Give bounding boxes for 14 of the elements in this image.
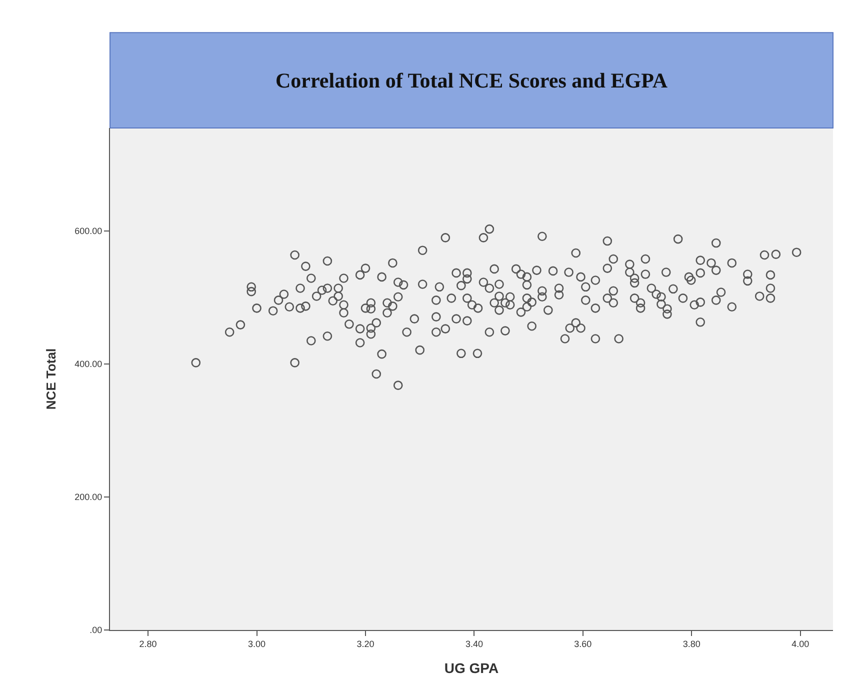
y-axis-title: NCE Total: [44, 348, 59, 410]
y-tick-label: 400.00: [74, 359, 102, 370]
y-tick-label: .00: [90, 625, 102, 636]
x-tick-label: 3.60: [574, 638, 592, 649]
x-tick-label: 3.20: [356, 638, 374, 649]
y-tick-label: 600.00: [74, 226, 102, 236]
x-tick-label: 3.40: [465, 638, 483, 649]
chart-title: Correlation of Total NCE Scores and EGPA: [275, 68, 668, 92]
x-tick-label: 3.00: [248, 638, 266, 649]
x-tick-label: 3.80: [682, 638, 700, 649]
y-tick-label: 200.00: [74, 492, 102, 502]
x-axis-title: UG GPA: [444, 660, 499, 676]
x-tick-label: 2.80: [139, 638, 157, 649]
x-tick-label: 4.00: [792, 638, 810, 649]
